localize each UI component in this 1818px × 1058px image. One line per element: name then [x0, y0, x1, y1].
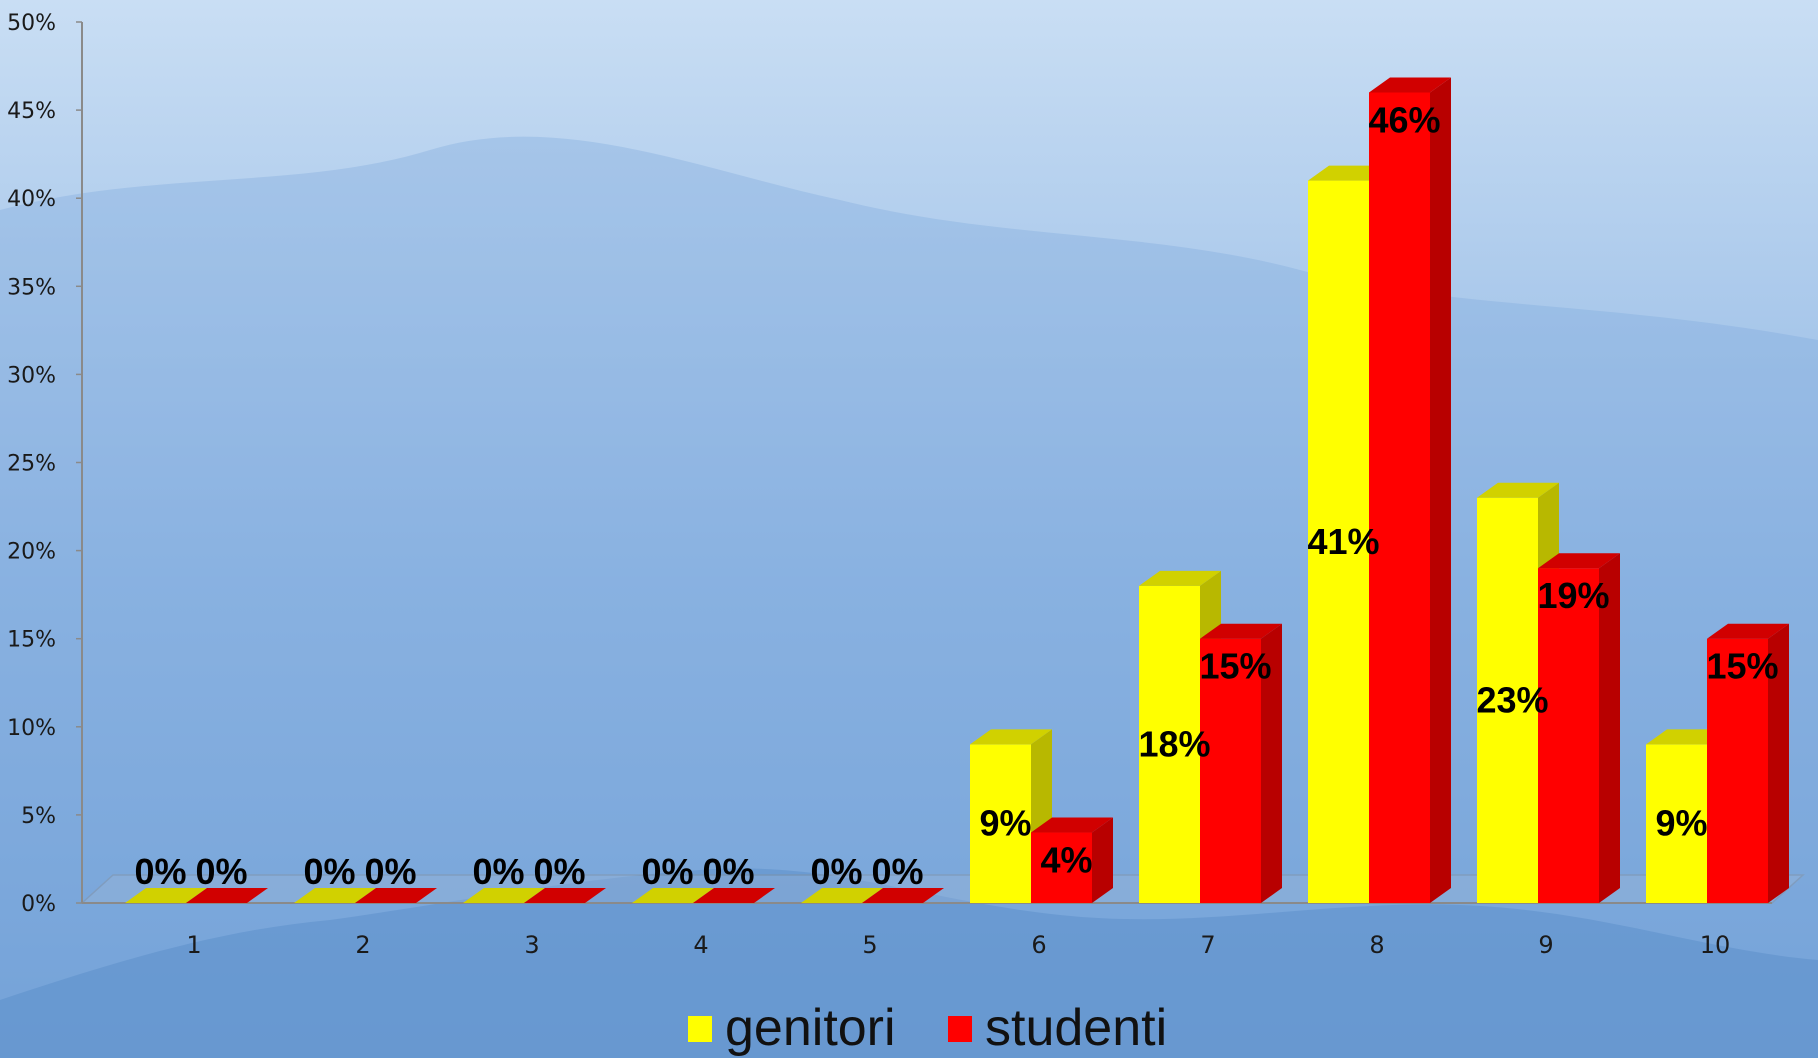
bar-side: [1261, 623, 1282, 903]
bar-studenti-9: [1538, 553, 1620, 903]
bar-top: [632, 888, 714, 903]
y-tick-label: 30%: [7, 363, 56, 388]
bar-studenti-2: [355, 888, 437, 903]
data-label: 15%: [1199, 646, 1271, 687]
y-tick-label: 15%: [7, 628, 56, 653]
x-tick-label: 3: [524, 931, 539, 959]
bar-genitori-1: [125, 888, 207, 903]
bar-genitori-2: [294, 888, 376, 903]
x-tick-label: 10: [1700, 931, 1731, 959]
bar-side: [1599, 553, 1620, 903]
data-label: 4%: [1040, 840, 1092, 881]
bar-top: [862, 888, 944, 903]
x-tick-label: 5: [862, 931, 877, 959]
data-label: 0%: [871, 851, 923, 892]
bar-side: [1768, 623, 1789, 903]
y-tick-label: 25%: [7, 452, 56, 477]
x-tick-label: 8: [1369, 931, 1384, 959]
data-label: 0%: [810, 851, 862, 892]
bar-top: [693, 888, 775, 903]
data-label: 0%: [641, 851, 693, 892]
bar-front: [1031, 832, 1092, 903]
data-label: 0%: [702, 851, 754, 892]
x-tick-label: 7: [1200, 931, 1215, 959]
bar-top: [1200, 623, 1282, 639]
y-tick-label: 45%: [7, 99, 56, 124]
bar-studenti-3: [524, 888, 606, 903]
bar-studenti-7: [1200, 623, 1282, 903]
data-label: 0%: [195, 851, 247, 892]
bar-front: [1646, 744, 1707, 903]
y-tick-label: 5%: [21, 804, 56, 829]
data-label: 0%: [472, 851, 524, 892]
bar-front: [1200, 638, 1261, 903]
y-tick-label: 40%: [7, 187, 56, 212]
bar-studenti-6: [1031, 817, 1113, 903]
x-tick-label: 6: [1031, 931, 1046, 959]
bar-studenti-10: [1707, 623, 1789, 903]
mountain-silhouette-near: [0, 868, 1818, 1058]
bar-front: [1477, 497, 1538, 903]
bar-top: [1139, 570, 1221, 586]
bar-top: [186, 888, 268, 903]
bar-top: [801, 888, 883, 903]
bar-front: [1139, 585, 1200, 903]
bar-front: [1538, 568, 1599, 903]
data-label: 23%: [1476, 679, 1548, 720]
data-label: 19%: [1537, 575, 1609, 616]
bar-top: [1707, 623, 1789, 639]
bar-genitori-3: [463, 888, 545, 903]
legend-swatch: [948, 1016, 972, 1042]
legend-label: studenti: [985, 999, 1167, 1057]
bar-top: [1369, 77, 1451, 93]
legend-swatch: [688, 1016, 712, 1042]
data-label: 46%: [1368, 99, 1440, 140]
data-label: 9%: [979, 803, 1031, 844]
x-tick-label: 4: [693, 931, 708, 959]
legend-item-genitori: genitori: [688, 999, 896, 1057]
bar-top: [463, 888, 545, 903]
bar-front: [1369, 92, 1430, 904]
bar-studenti-4: [693, 888, 775, 903]
bar-top: [355, 888, 437, 903]
bar-top: [970, 729, 1052, 745]
x-tick-label: 9: [1538, 931, 1553, 959]
data-label: 15%: [1706, 646, 1778, 687]
bar-genitori-5: [801, 888, 883, 903]
legend-label: genitori: [725, 999, 896, 1057]
bar-side: [1092, 817, 1113, 903]
y-tick-label: 20%: [7, 540, 56, 565]
bar-top: [524, 888, 606, 903]
data-label: 9%: [1655, 803, 1707, 844]
bar-top: [294, 888, 376, 903]
data-label: 0%: [533, 851, 585, 892]
bar-studenti-8: [1369, 77, 1451, 904]
legend-item-studenti: studenti: [948, 999, 1167, 1057]
data-label: 0%: [303, 851, 355, 892]
bar-top: [1031, 817, 1113, 833]
bar-studenti-5: [862, 888, 944, 903]
data-label: 18%: [1138, 723, 1210, 764]
bar-genitori-4: [632, 888, 714, 903]
data-label: 0%: [364, 851, 416, 892]
x-tick-label: 2: [355, 931, 370, 959]
y-tick-label: 10%: [7, 716, 56, 741]
bar-top: [1477, 482, 1559, 498]
bar-front: [970, 744, 1031, 903]
x-tick-label: 1: [186, 931, 201, 959]
y-tick-label: 35%: [7, 275, 56, 300]
bar-top: [1538, 553, 1620, 569]
bar-studenti-1: [186, 888, 268, 903]
data-label: 0%: [134, 851, 186, 892]
data-label: 41%: [1307, 521, 1379, 562]
bar-front: [1308, 180, 1369, 903]
bar-top: [125, 888, 207, 903]
y-tick-label: 50%: [7, 11, 56, 36]
y-tick-label: 0%: [21, 892, 56, 917]
bar-front: [1707, 638, 1768, 903]
bar-side: [1430, 77, 1451, 904]
